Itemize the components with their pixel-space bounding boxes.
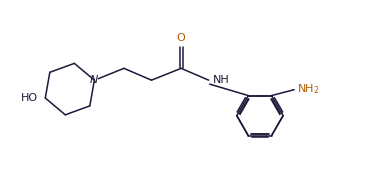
Text: HO: HO (21, 93, 38, 103)
Text: O: O (177, 33, 185, 43)
Text: NH$_2$: NH$_2$ (297, 82, 320, 96)
Text: NH: NH (213, 75, 230, 85)
Text: N: N (90, 75, 99, 85)
